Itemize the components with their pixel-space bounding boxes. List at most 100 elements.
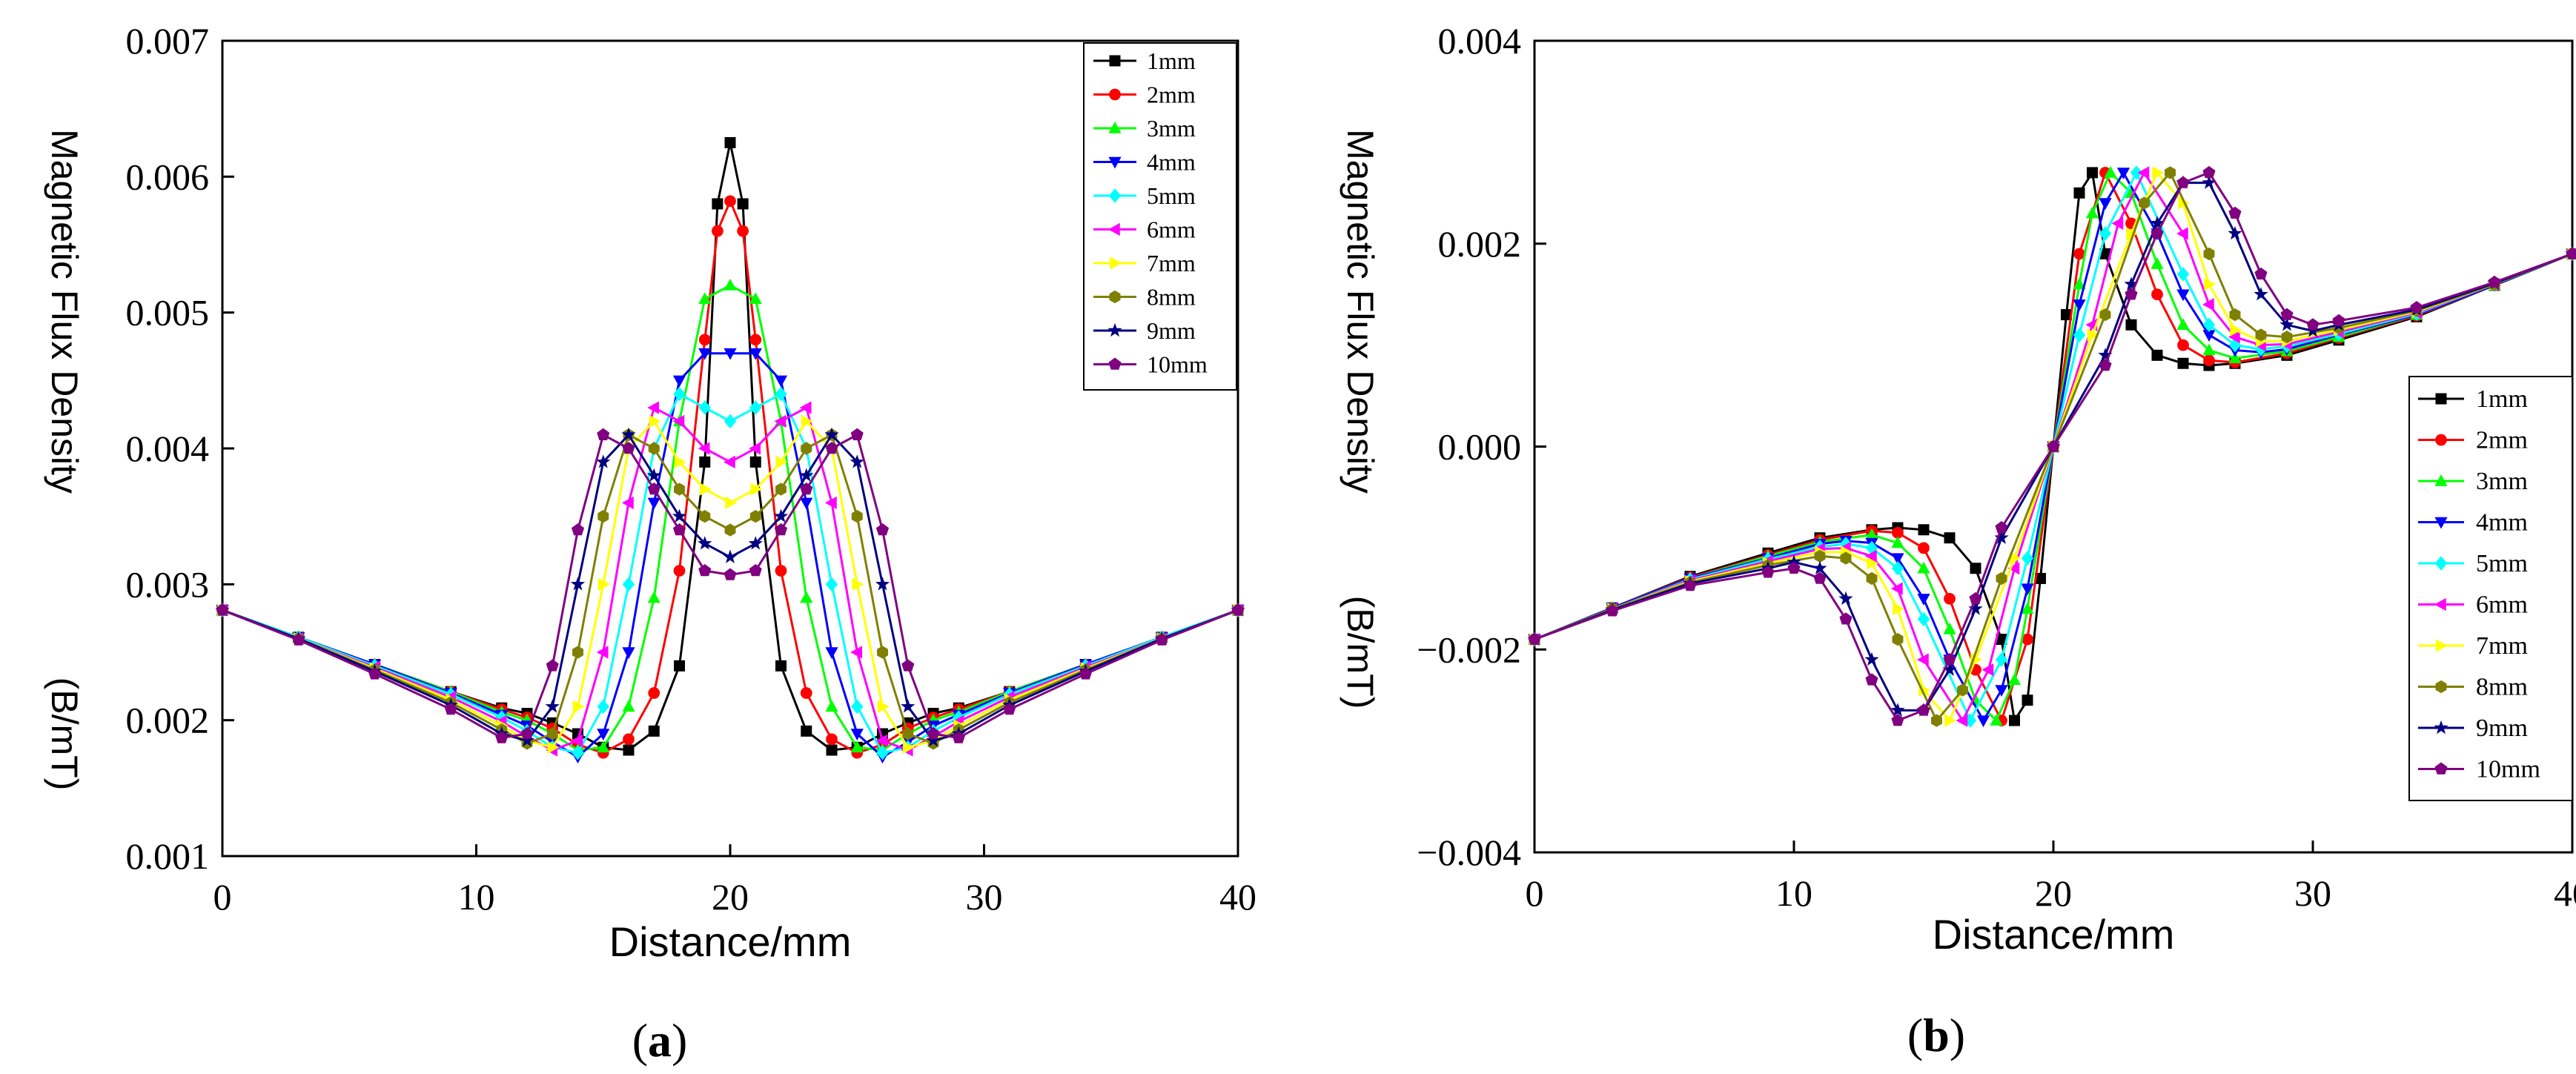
panel-b-legend-label: 2mm [2476, 427, 2528, 454]
panel-a-tick-layer: 0 10 20 30 40 0.001 0.002 0.003 0.004 0.005 0.006 0… [126, 20, 1257, 918]
panel-a-point-3mm [800, 591, 813, 603]
panel-b-point-2mm [2151, 288, 2163, 301]
panel-b-point-10mm [1839, 612, 1852, 625]
panel-b-point-4mm [2099, 198, 2112, 210]
panel-b-point-8mm [2203, 247, 2215, 261]
panel-a-point-6mm [647, 401, 659, 414]
panel-a-point-6mm [672, 414, 685, 428]
panel-a-point-10mm [495, 731, 509, 743]
panel-a-point-9mm [773, 508, 789, 523]
panel-a-legend-label: 10mm [1147, 351, 1208, 378]
panel-b-point-1mm [2125, 319, 2137, 331]
panel-a-point-2mm [775, 565, 787, 577]
panel-a-series-8mm [216, 428, 1244, 750]
panel-a-point-8mm [648, 442, 660, 455]
panel-a-x-tick-label: 10 [458, 876, 495, 918]
panel-a-point-1mm [737, 198, 749, 210]
panel-b-legend-marker [2434, 762, 2448, 775]
panel-b-point-4mm [1917, 594, 1930, 606]
panel-b-point-3mm [1865, 528, 1878, 540]
panel-a-point-5mm [597, 699, 609, 715]
panel-b-point-8mm [1814, 549, 1826, 563]
panel-a-legend: 1mm 2mm 3mm 4mm 5mm 6mm 7mm 8mm 9mm 10mm [1083, 42, 1237, 391]
panel-a-point-5mm [622, 577, 635, 592]
panel-a-point-3mm [698, 292, 712, 305]
panel-b-point-7mm [1944, 714, 1956, 727]
panel-a-point-10mm [825, 442, 838, 454]
panel-b-point-4mm [2176, 289, 2190, 302]
panel-a-point-2mm [800, 687, 812, 699]
panel-b-legend-label: 3mm [2476, 468, 2528, 495]
panel-b-caption-letter: b [1923, 1009, 1950, 1061]
panel-a-point-4mm [800, 497, 813, 510]
panel-b-y-tick-label: −0.002 [1417, 629, 1521, 670]
panel-a-point-7mm [775, 455, 788, 468]
panel-a-point-7mm [547, 740, 560, 754]
panel-a-point-8mm [775, 483, 787, 496]
panel-a-point-9mm [799, 468, 814, 482]
panel-b-point-3mm [2150, 257, 2164, 269]
panel-a-series-line-9mm [222, 434, 1239, 742]
panel-a-point-4mm [825, 647, 838, 659]
panel-b-legend-entry-7mm: 7mm [2418, 632, 2528, 660]
panel-b-point-10mm [1528, 632, 1541, 645]
panel-b-x-axis-title: Distance/mm [1933, 911, 2175, 958]
panel-b-point-1mm [2035, 572, 2046, 584]
panel-b-point-6mm [2176, 227, 2188, 240]
panel-a-series-line-10mm [222, 434, 1239, 739]
panel-a-point-5mm [775, 386, 787, 402]
panel-a-point-8mm [674, 483, 685, 496]
panel-b-legend-entries: 1mm 2mm 3mm 4mm 5mm 6mm 7mm 8mm 9mm 10mm [2418, 385, 2540, 783]
panel-a-point-10mm [927, 727, 940, 740]
panel-b-point-10mm [1969, 591, 1982, 605]
panel-a-series-line-7mm [222, 420, 1239, 749]
panel-b-legend-label: 7mm [2476, 632, 2528, 660]
panel-b-point-6mm [2228, 331, 2240, 344]
panel-a-point-7mm [649, 414, 661, 428]
panel-a-point-4mm [698, 348, 712, 360]
panel-a-x-axis-title: Distance/mm [609, 918, 852, 965]
panel-b-legend-label: 1mm [2476, 385, 2528, 413]
panel-b-point-4mm [2116, 168, 2130, 179]
panel-b-point-10mm [1995, 521, 2008, 534]
panel-b-y-tick-label: 0.004 [1438, 20, 1522, 62]
panel-a-point-7mm [674, 455, 686, 468]
panel-a-point-2mm [712, 225, 724, 237]
panel-b-y-axis-unit: (B/mT) [1340, 596, 1381, 709]
panel-b-point-9mm [2124, 276, 2139, 291]
panel-a-x-tick-label: 20 [712, 876, 749, 918]
panel-b-point-6mm [1981, 663, 1994, 677]
panel-a-point-3mm [724, 279, 737, 291]
panel-a-point-6mm [799, 401, 812, 414]
panel-a-point-9mm [698, 536, 712, 550]
panel-a-legend-entry-1mm: 1mm [1093, 47, 1196, 74]
panel-b-legend-entry-10mm: 10mm [2418, 756, 2540, 783]
panel-b-point-2mm [2177, 339, 2189, 351]
panel-a-legend-entry-10mm: 10mm [1093, 351, 1208, 378]
panel-b-point-4mm [2021, 583, 2034, 596]
panel-a-legend-box [1083, 42, 1237, 391]
panel-a-legend-label: 2mm [1147, 82, 1196, 108]
panel-a-legend-entry-2mm: 2mm [1093, 82, 1196, 108]
panel-a-point-7mm [725, 496, 737, 509]
panel-a-point-6mm [698, 442, 710, 455]
panel-b-point-7mm [2087, 328, 2099, 342]
panel-b-point-5mm [2176, 267, 2190, 282]
panel-a-point-2mm [673, 565, 686, 577]
panel-a-point-9mm [596, 454, 611, 468]
panel-a-point-9mm [926, 733, 941, 747]
panel-b-legend-marker [2434, 720, 2448, 735]
panel-b-point-5mm [1995, 652, 2008, 667]
panel-a-legend-label: 3mm [1147, 115, 1196, 142]
panel-b-point-8mm [2229, 308, 2241, 322]
panel-a-legend-label: 1mm [1147, 47, 1196, 74]
panel-b-point-6mm [2111, 216, 2124, 230]
panel-b-point-7mm [1893, 602, 1904, 616]
panel-a-point-10mm [622, 442, 635, 454]
panel-a-point-2mm [698, 334, 711, 346]
panel-b-point-1mm [2022, 695, 2033, 706]
panel-a-point-1mm [826, 744, 838, 756]
panel-b-legend-label: 8mm [2476, 674, 2528, 701]
panel-b-point-6mm [2137, 166, 2150, 179]
panel-a-legend-entry-3mm: 3mm [1093, 115, 1196, 142]
